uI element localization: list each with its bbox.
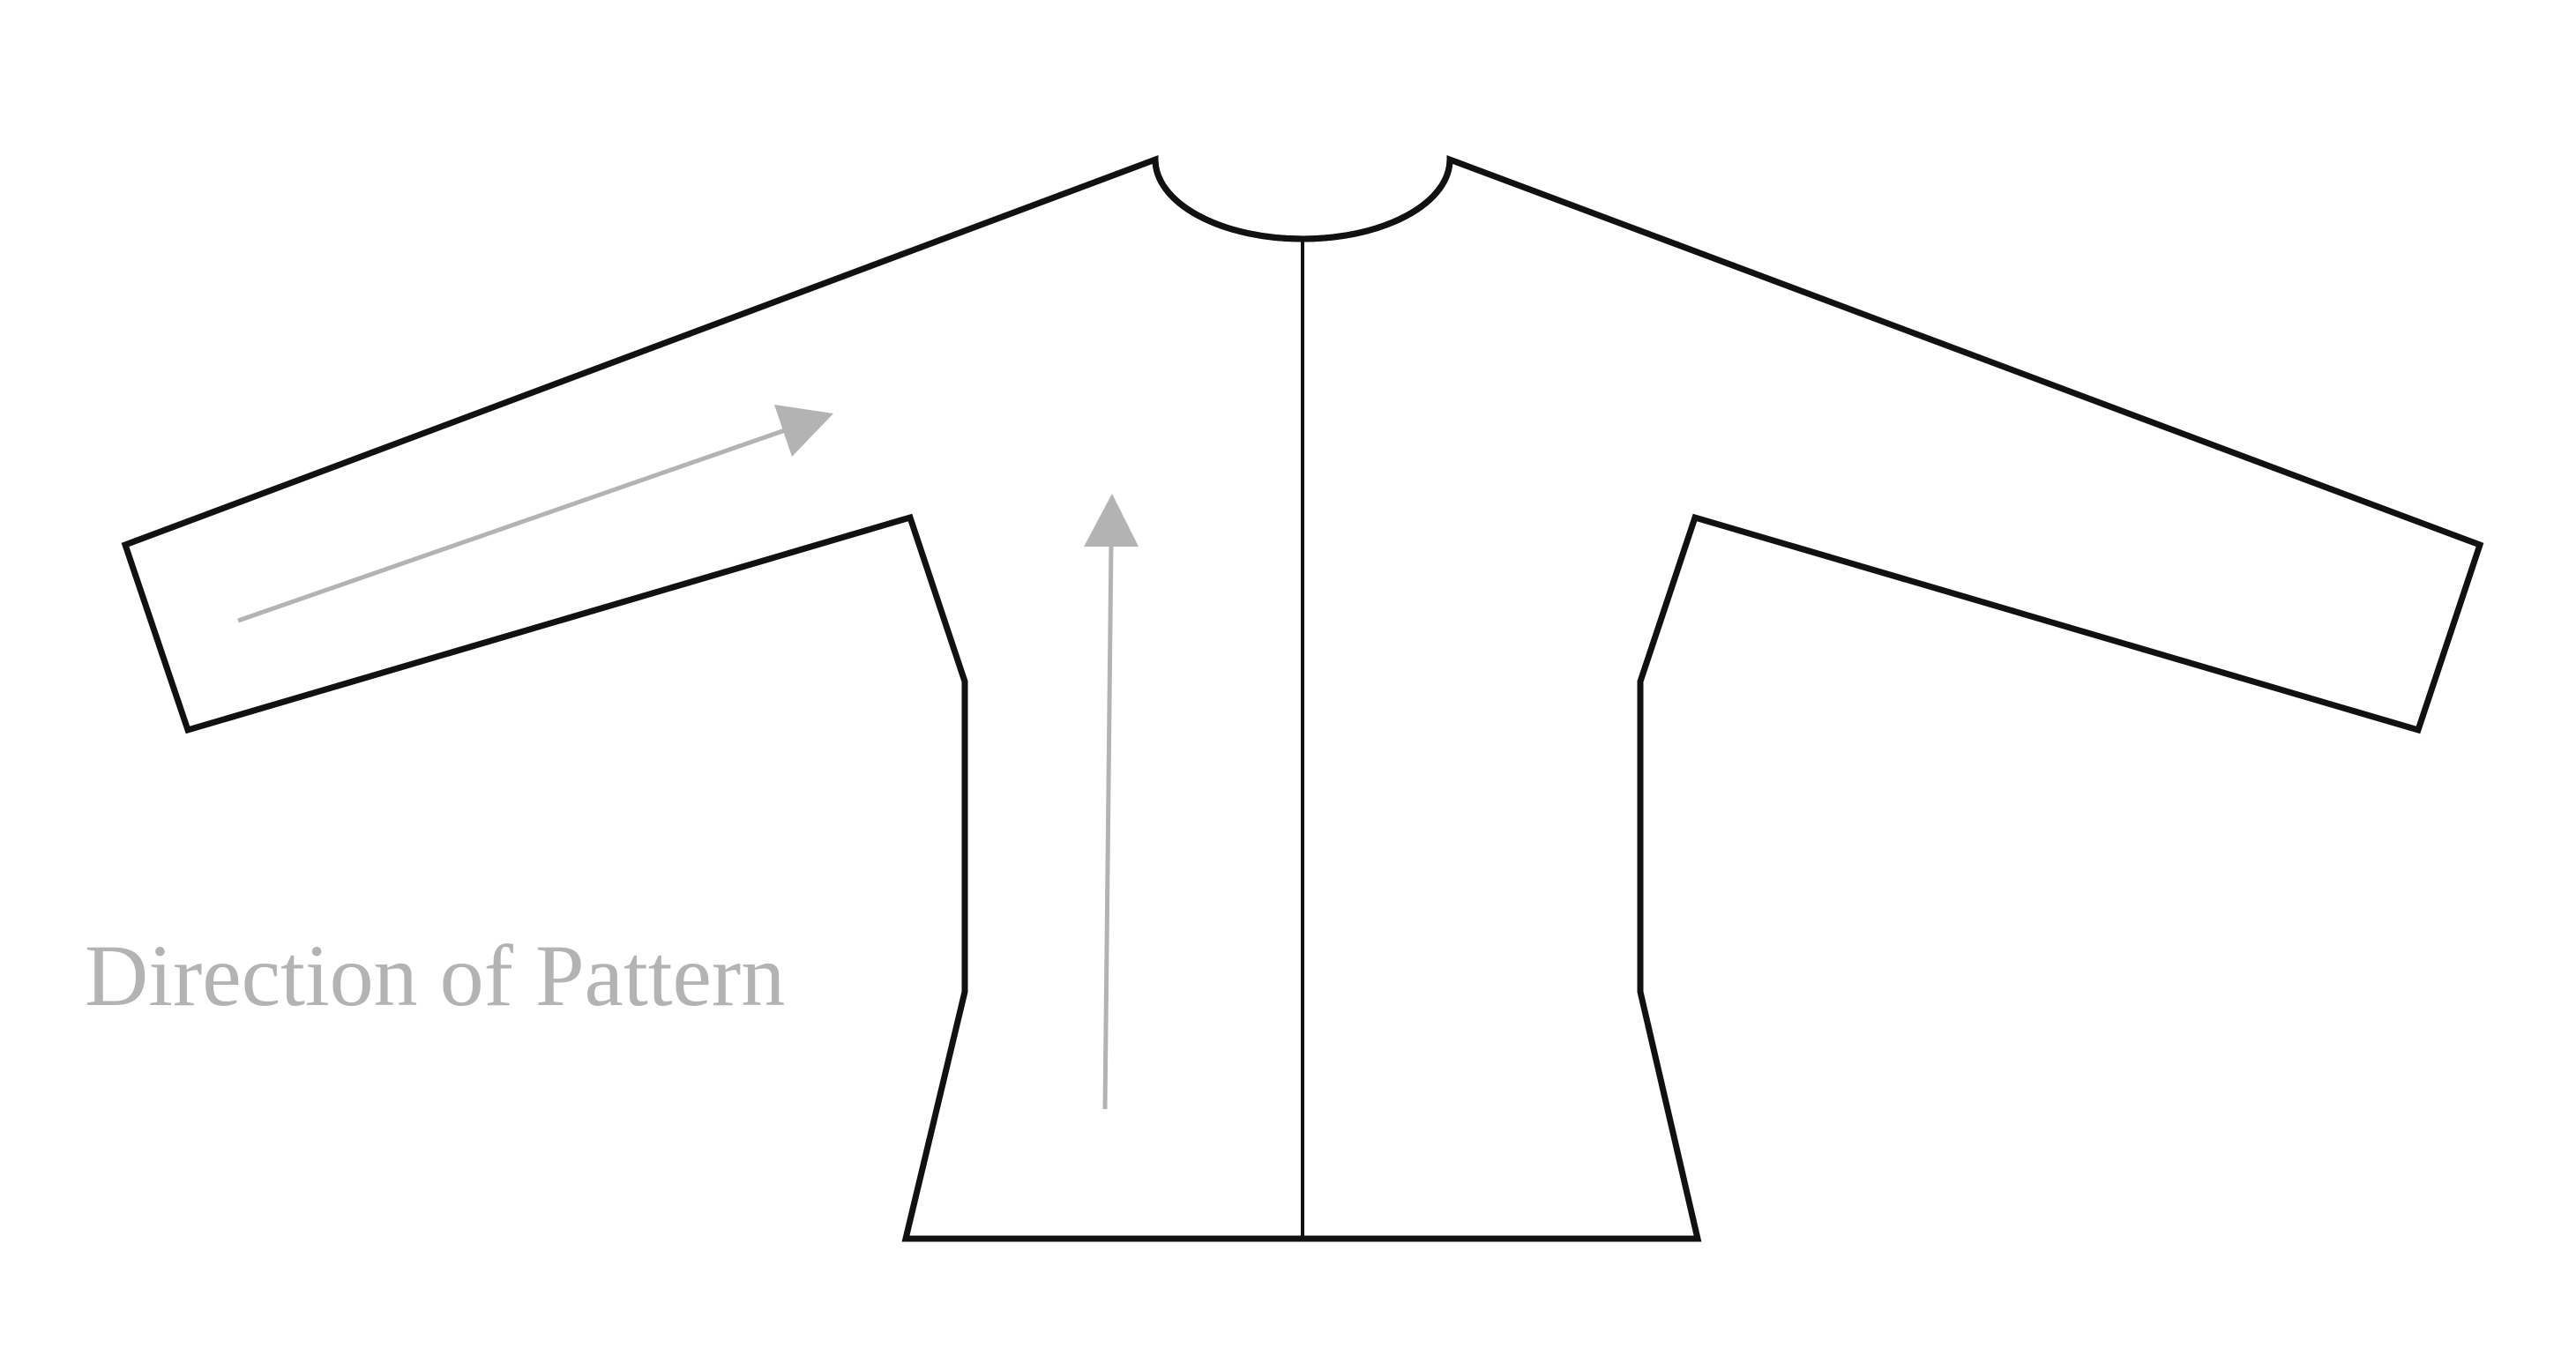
body-direction-arrow <box>1084 494 1139 1110</box>
sleeve-arrow-shaft <box>237 427 788 623</box>
sleeve-direction-arrow <box>237 405 833 623</box>
body-arrow-head <box>1084 494 1139 547</box>
sleeve-arrow-head <box>774 405 833 457</box>
body-arrow-shaft <box>1102 541 1114 1110</box>
neckline <box>1152 159 1453 242</box>
direction-caption: Direction of Pattern <box>85 927 785 1024</box>
